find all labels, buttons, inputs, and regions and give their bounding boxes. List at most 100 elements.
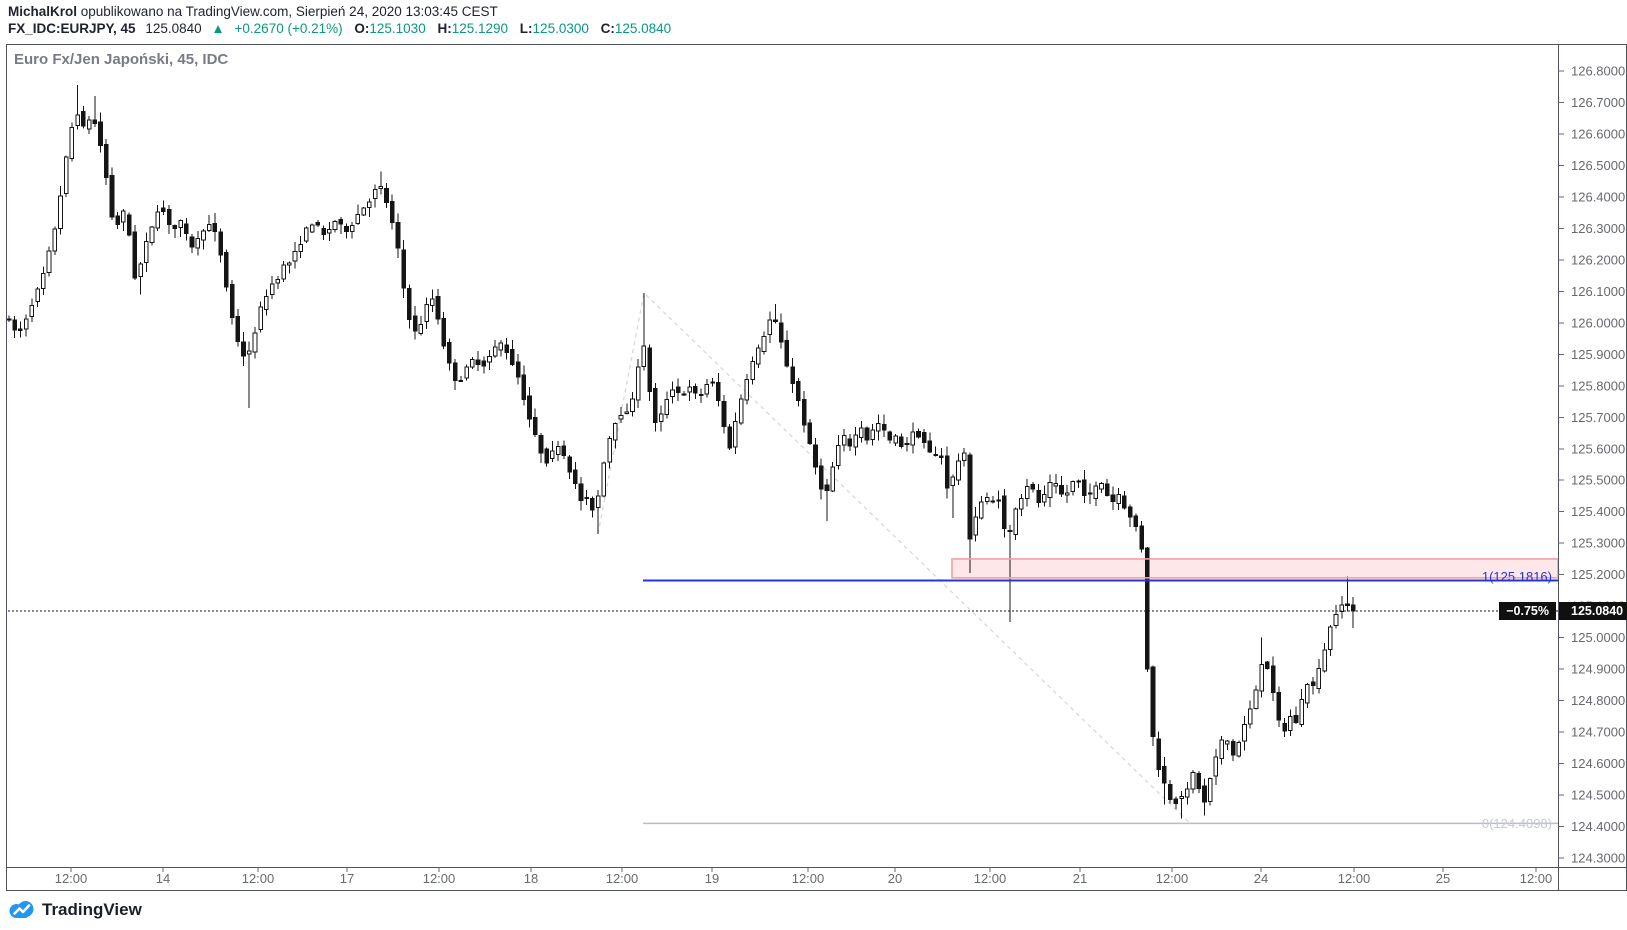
candle: [1162, 756, 1167, 805]
candle: [1339, 595, 1345, 619]
candle: [1293, 706, 1299, 724]
candle: [796, 378, 801, 407]
publish-header: MichalKrol opublikowano na TradingView.c…: [8, 4, 498, 19]
candle: [921, 429, 927, 449]
candle: [1007, 525, 1013, 622]
time-tick-label: 21: [1073, 871, 1087, 886]
candle: [1104, 479, 1110, 497]
candle: [115, 211, 121, 229]
supply-zone-fill: [952, 558, 1558, 578]
candle: [738, 394, 744, 425]
candle: [315, 219, 321, 227]
candle: [29, 298, 35, 322]
candle: [338, 217, 344, 234]
candle: [372, 184, 378, 208]
candle: [1282, 718, 1287, 738]
candle: [836, 435, 841, 470]
candle: [1288, 709, 1293, 737]
candle: [395, 213, 401, 259]
candle: [687, 380, 693, 402]
candle: [750, 356, 755, 385]
candle: [235, 308, 241, 347]
candle: [1276, 686, 1282, 727]
candle: [1110, 486, 1116, 511]
candle: [1345, 576, 1350, 612]
candle: [979, 496, 984, 520]
candle: [1179, 790, 1184, 819]
price-tick-label: 124.8000: [1571, 693, 1625, 708]
fib-level-1-label[interactable]: 1(125.1816): [1481, 569, 1552, 585]
price-tick-label: 125.6000: [1571, 441, 1625, 456]
price-tick-label: 125.5000: [1571, 473, 1625, 488]
price-axis[interactable]: [1559, 44, 1626, 867]
up-arrow-icon: ▲: [211, 21, 225, 36]
candle: [349, 222, 355, 239]
open-value: 125.1030: [369, 21, 426, 36]
candle: [521, 365, 527, 406]
candle: [269, 275, 275, 300]
candle: [950, 474, 956, 518]
low-value: 125.0300: [532, 21, 589, 36]
candle: [790, 358, 795, 393]
candle: [424, 297, 429, 329]
last-price-axis-badge: 125.0840: [1559, 602, 1627, 621]
tradingview-brand-link[interactable]: TradingView: [8, 897, 142, 923]
candle: [46, 246, 52, 277]
candle: [1219, 735, 1224, 765]
candle: [275, 275, 281, 289]
fib-level-0-label[interactable]: 0(124.4098): [1481, 816, 1552, 832]
candle: [899, 433, 904, 449]
chart-legend-title[interactable]: Euro Fx/Jen Japoński, 45, IDC: [14, 51, 229, 68]
time-axis[interactable]: [7, 867, 1558, 890]
candle: [109, 167, 115, 221]
candle: [653, 383, 658, 432]
candle: [1030, 481, 1036, 493]
candle: [813, 438, 818, 475]
candle: [69, 122, 75, 162]
candle: [1333, 604, 1339, 629]
candle: [58, 186, 63, 235]
candle: [1316, 659, 1322, 694]
candle: [144, 232, 149, 273]
time-tick-label: 12:00: [974, 871, 1007, 886]
price-tick-label: 126.4000: [1571, 189, 1625, 204]
candle: [281, 261, 286, 282]
candle: [773, 304, 778, 324]
time-tick-label: 19: [705, 871, 719, 886]
symbol-name[interactable]: FX_IDC:EURJPY, 45: [8, 21, 136, 36]
candle: [401, 240, 406, 299]
candle: [801, 390, 807, 433]
time-tick-label: 12:00: [1156, 871, 1189, 886]
candle: [704, 378, 710, 398]
candle: [332, 220, 338, 233]
candle: [430, 289, 435, 312]
price-tick-label: 125.9000: [1571, 347, 1625, 362]
open-label: O:: [354, 21, 370, 36]
candle: [853, 426, 858, 456]
candle: [618, 407, 624, 424]
price-tick-label: 126.3000: [1571, 221, 1625, 236]
price-tick-label: 124.4000: [1571, 819, 1625, 834]
candle: [435, 289, 441, 325]
candle: [492, 340, 498, 358]
candle: [35, 287, 40, 308]
candle: [1036, 484, 1041, 508]
candle: [287, 261, 292, 274]
candle: [984, 492, 990, 505]
candle: [1064, 484, 1070, 503]
candle: [727, 423, 733, 451]
price-tick-label: 126.0000: [1571, 315, 1625, 330]
candle: [555, 441, 561, 461]
candle: [126, 212, 132, 237]
price-tick-label: 125.3000: [1571, 536, 1625, 551]
candle: [1019, 494, 1024, 517]
candle: [504, 338, 509, 360]
candle: [1145, 547, 1150, 672]
candle: [98, 112, 103, 153]
author-name[interactable]: MichalKrol: [8, 4, 78, 19]
candle: [1242, 715, 1247, 751]
candle: [561, 440, 567, 459]
low-label: L:: [519, 21, 533, 36]
price-tick-label: 126.1000: [1571, 284, 1625, 299]
